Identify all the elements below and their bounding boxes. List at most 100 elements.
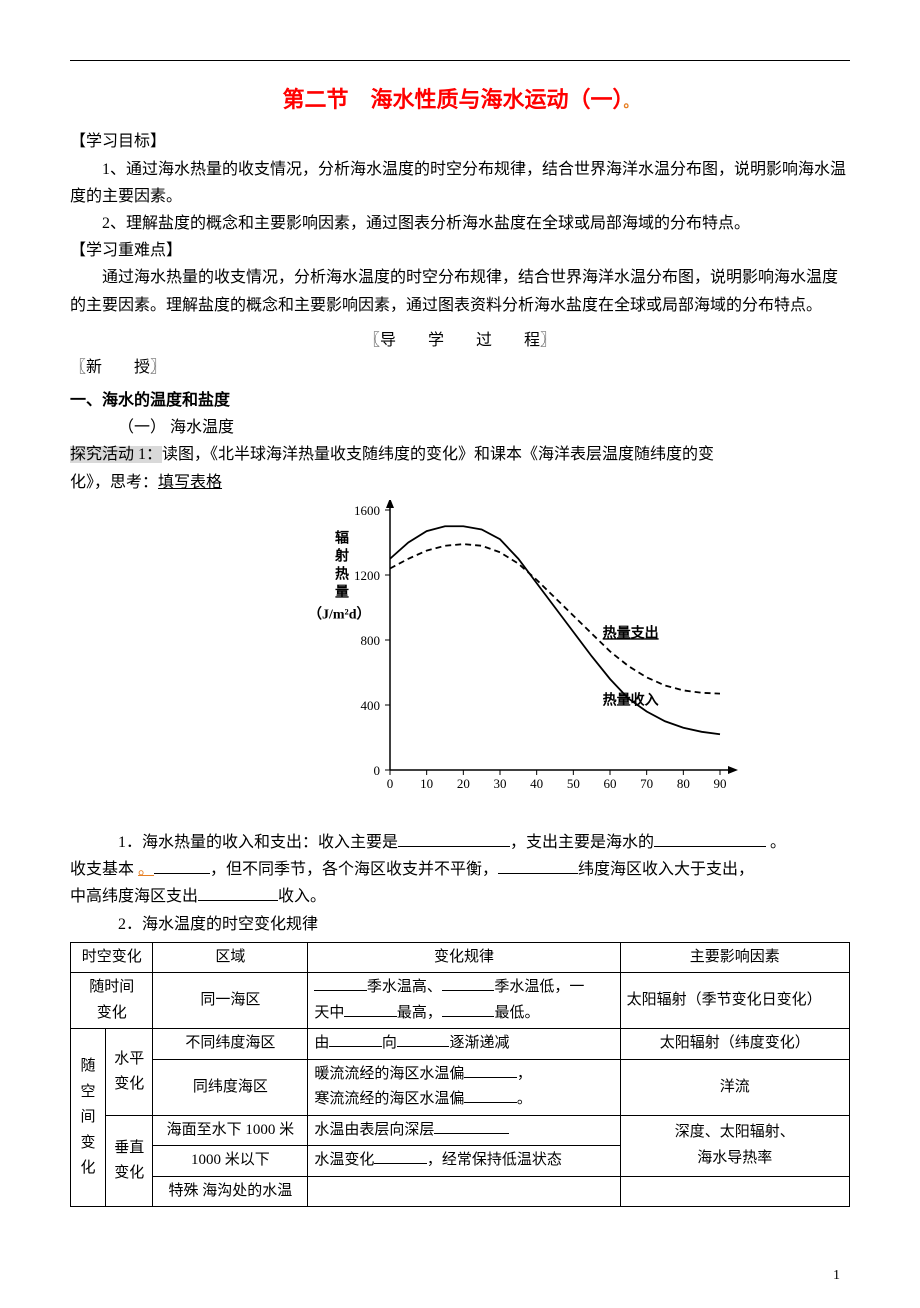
svg-text:热量收入: 热量收入 [603, 691, 659, 708]
q1-l2b: ，但不同季节，各个海区收支并不平衡， [210, 861, 498, 878]
cell-same-area: 同一海区 [153, 973, 308, 1029]
blank-d1 [329, 1031, 382, 1047]
heading-1: 一、海水的温度和盐度 [70, 387, 850, 414]
process-title: 〖导 学 过 程〗 [70, 327, 850, 354]
cell-time: 随时间 变化 [71, 973, 153, 1029]
sp-e: 化 [80, 1160, 95, 1176]
cell-diff-lat: 不同纬度海区 [153, 1029, 308, 1060]
blank-2 [654, 830, 766, 847]
cell-below1000-rule: 水温变化，经常保持低温状态 [308, 1146, 620, 1177]
objective-1: 1、通过海水热量的收支情况，分析海水温度的时空分布规律，结合世界海洋水温分布图，… [70, 156, 850, 210]
sl-c: 寒流流经的海区水温偏 [314, 1091, 464, 1107]
cell-surf1000-rule: 水温由表层向深层 [308, 1115, 620, 1146]
q1-end1: 。 [766, 834, 786, 851]
df-a: 深度、太阳辐射、 [675, 1124, 795, 1140]
cell-diff-lat-rule: 由 向 逐渐递减 [308, 1029, 620, 1060]
cell-depth-factor: 深度、太阳辐射、 海水导热率 [620, 1115, 849, 1176]
sp-b: 空 [80, 1084, 95, 1100]
blank-d2 [397, 1031, 450, 1047]
heat-chart: 0400800120016000102030405060708090辐射热量（J… [300, 500, 850, 819]
blank-5 [198, 884, 278, 901]
cell-time-a: 随时间 [89, 979, 134, 995]
cell-space: 随 空 间 变 化 [71, 1029, 106, 1207]
cell-surf1000: 海面至水下 1000 米 [153, 1115, 308, 1146]
title-text: 第二节 海水性质与海水运动（一） [282, 87, 623, 112]
tr-a: 季水温高、 [367, 979, 442, 995]
q1-prefix: 1．海水热量的收入和支出：收入主要是 [118, 834, 398, 851]
bl-a: 水温变化 [314, 1152, 374, 1168]
svg-text:射: 射 [334, 547, 349, 564]
svg-text:0: 0 [374, 763, 381, 778]
explore-line-1: 探究活动 1：读图，《北半球海洋热量收支随纬度的变化》和课本《海洋表层温度随纬度… [70, 441, 850, 468]
svg-text:辐: 辐 [335, 529, 349, 546]
title-dot-icon: 。 [624, 94, 638, 110]
blank-t1 [314, 975, 367, 991]
svg-text:量: 量 [335, 584, 349, 600]
explore-text-a: 读图，《北半球海洋热量收支随纬度的变化》和课本《海洋表层温度随纬度的变 [162, 446, 714, 463]
difficulty-head: 【学习重难点】 [70, 237, 850, 264]
table-row: 同纬度海区 暖流流经的海区水温偏， 寒流流经的海区水温偏。 洋流 [71, 1059, 850, 1115]
th-region: 区域 [153, 942, 308, 973]
tr-d: 最高， [397, 1005, 442, 1021]
svg-text:热: 热 [335, 565, 349, 582]
cell-special: 特殊 海沟处的水温 [153, 1176, 308, 1207]
sl-d: 。 [517, 1091, 532, 1107]
q1-l2c: 纬度海区收入大于支出， [578, 861, 754, 878]
doc-title: 第二节 海水性质与海水运动（一）。 [70, 81, 850, 118]
th-factor: 主要影响因素 [620, 942, 849, 973]
table-row: 时空变化 区域 变化规律 主要影响因素 [71, 942, 850, 973]
svg-text:（J/m²d）: （J/m²d） [308, 606, 371, 622]
cell-same-lat-rule: 暖流流经的海区水温偏 ， 寒流流经的海区水温偏 。 [308, 1059, 620, 1115]
blank-3 [154, 857, 210, 874]
top-rule [70, 60, 850, 61]
explore-text-b: 化》，思考： [70, 474, 158, 491]
cell-special-factor [620, 1176, 849, 1207]
blank-t2 [442, 975, 495, 991]
variation-table: 时空变化 区域 变化规律 主要影响因素 随时间 变化 同一海区 季水温高、 季水温… [70, 942, 850, 1208]
df-b: 海水导热率 [697, 1150, 772, 1166]
svg-text:50: 50 [567, 776, 580, 791]
svg-text:70: 70 [640, 776, 653, 791]
dl-c: 逐渐递减 [449, 1035, 509, 1051]
svg-text:20: 20 [457, 776, 470, 791]
sp-a: 随 [80, 1058, 95, 1074]
sl-a: 暖流流经的海区水温偏 [314, 1066, 464, 1082]
q1-l2a: 收支基本 [70, 861, 138, 878]
svg-text:80: 80 [677, 776, 690, 791]
special-a: 特殊 [169, 1183, 199, 1199]
new-teach: 〖新 授〗 [70, 354, 850, 381]
blank-v2 [374, 1148, 427, 1164]
dl-b: 向 [382, 1035, 397, 1051]
difficulty-body: 通过海水热量的收支情况，分析海水温度的时空分布规律，结合世界海洋水温分布图，说明… [70, 264, 850, 318]
svg-text:60: 60 [604, 776, 617, 791]
orange-dot-icon: 。 [138, 861, 154, 878]
q1-line1: 1．海水热量的收入和支出：收入主要是，支出主要是海水的 。 [70, 829, 850, 856]
special-b: 海沟处的水温 [202, 1183, 292, 1199]
cell-diff-lat-factor: 太阳辐射（纬度变化） [620, 1029, 849, 1060]
table-row: 垂直 变化 海面至水下 1000 米 水温由表层向深层 深度、太阳辐射、 海水导… [71, 1115, 850, 1146]
blank-v1 [434, 1118, 509, 1134]
explore-label: 探究活动 1： [70, 446, 162, 463]
th-rule: 变化规律 [308, 942, 620, 973]
tr-b: 季水温低，一 [494, 979, 584, 995]
dl-a: 由 [314, 1035, 329, 1051]
q1-line2: 收支基本 。 ，但不同季节，各个海区收支并不平衡， 纬度海区收入大于支出， [70, 856, 850, 883]
svg-text:40: 40 [530, 776, 543, 791]
q1-l3a: 中高纬度海区支出 [70, 888, 198, 905]
blank-1 [398, 830, 510, 847]
blank-t4 [442, 1001, 495, 1017]
hz-b: 变化 [114, 1076, 144, 1092]
sf-a: 水温由表层向深层 [314, 1122, 434, 1138]
chart-svg: 0400800120016000102030405060708090辐射热量（J… [300, 500, 740, 810]
sl-b: ， [517, 1066, 532, 1082]
cell-same-lat: 同纬度海区 [153, 1059, 308, 1115]
svg-text:1200: 1200 [354, 568, 380, 583]
cell-time-b: 变化 [97, 1005, 127, 1021]
cell-below1000: 1000 米以下 [153, 1146, 308, 1177]
svg-text:热量支出: 热量支出 [603, 624, 659, 641]
svg-text:90: 90 [714, 776, 727, 791]
blank-s1 [464, 1062, 517, 1078]
table-row: 随 空 间 变 化 水平 变化 不同纬度海区 由向逐渐递减 太阳辐射（纬度变化） [71, 1029, 850, 1060]
svg-text:30: 30 [494, 776, 507, 791]
objective-2: 2、理解盐度的概念和主要影响因素，通过图表分析海水盐度在全球或局部海域的分布特点… [70, 210, 850, 237]
